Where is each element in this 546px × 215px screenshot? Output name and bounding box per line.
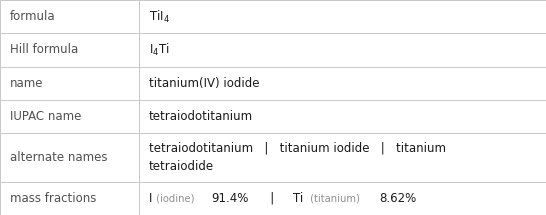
Text: 91.4%: 91.4%	[211, 192, 248, 205]
Text: (titanium): (titanium)	[307, 193, 363, 203]
Text: IUPAC name: IUPAC name	[10, 110, 81, 123]
Text: tetraiodotitanium   |   titanium iodide   |   titanium
tetraiodide: tetraiodotitanium | titanium iodide | ti…	[149, 142, 446, 173]
Text: alternate names: alternate names	[10, 151, 108, 164]
Text: titanium(IV) iodide: titanium(IV) iodide	[149, 77, 259, 90]
Text: I$_4$Ti: I$_4$Ti	[149, 42, 170, 58]
Text: Ti: Ti	[293, 192, 304, 205]
Text: name: name	[10, 77, 43, 90]
Text: 8.62%: 8.62%	[379, 192, 416, 205]
Text: |: |	[259, 192, 286, 205]
Text: TiI$_4$: TiI$_4$	[149, 9, 170, 25]
Text: I: I	[149, 192, 152, 205]
Text: formula: formula	[10, 10, 56, 23]
Text: Hill formula: Hill formula	[10, 43, 78, 57]
Text: (iodine): (iodine)	[153, 193, 198, 203]
Text: tetraiodotitanium: tetraiodotitanium	[149, 110, 253, 123]
Text: mass fractions: mass fractions	[10, 192, 96, 205]
